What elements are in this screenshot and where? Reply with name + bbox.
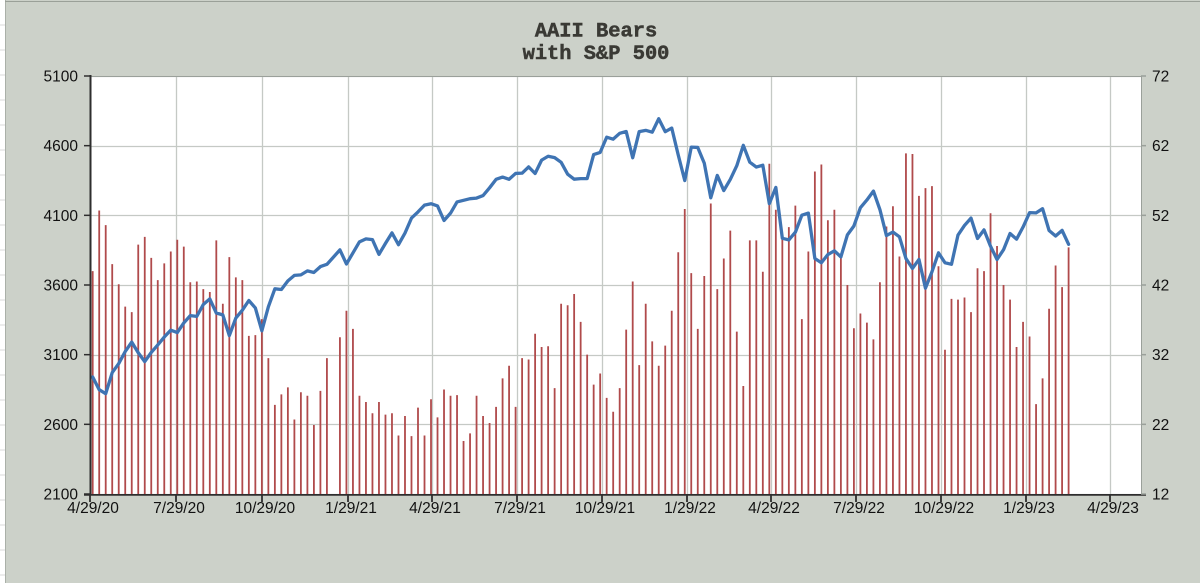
- svg-text:10/29/20: 10/29/20: [235, 500, 296, 517]
- svg-text:with S&P 500: with S&P 500: [523, 43, 670, 66]
- svg-text:4/29/23: 4/29/23: [1087, 500, 1139, 517]
- svg-text:1/29/22: 1/29/22: [664, 500, 716, 517]
- svg-text:4100: 4100: [44, 208, 79, 225]
- svg-text:10/29/21: 10/29/21: [575, 500, 635, 517]
- svg-text:42: 42: [1152, 278, 1169, 295]
- svg-text:52: 52: [1152, 208, 1169, 225]
- svg-text:7/29/20: 7/29/20: [153, 500, 205, 517]
- svg-text:4600: 4600: [44, 138, 79, 155]
- svg-text:72: 72: [1152, 69, 1169, 86]
- svg-text:7/29/22: 7/29/22: [833, 500, 885, 517]
- svg-text:3100: 3100: [44, 347, 79, 364]
- svg-text:3600: 3600: [44, 278, 79, 295]
- svg-text:10/29/22: 10/29/22: [914, 500, 974, 517]
- svg-text:AAII Bears: AAII Bears: [535, 21, 657, 44]
- svg-text:1/29/21: 1/29/21: [325, 500, 377, 517]
- svg-text:4/29/21: 4/29/21: [409, 500, 461, 517]
- svg-text:7/29/21: 7/29/21: [494, 500, 546, 517]
- svg-text:4/29/22: 4/29/22: [748, 500, 800, 517]
- svg-text:32: 32: [1152, 347, 1169, 364]
- svg-text:2600: 2600: [44, 417, 79, 434]
- svg-text:1/29/23: 1/29/23: [1003, 500, 1055, 517]
- svg-text:4/29/20: 4/29/20: [67, 500, 119, 517]
- svg-text:2100: 2100: [44, 487, 79, 504]
- svg-text:12: 12: [1152, 487, 1169, 504]
- svg-text:22: 22: [1152, 417, 1169, 434]
- svg-text:5100: 5100: [44, 69, 79, 86]
- svg-text:62: 62: [1152, 138, 1169, 155]
